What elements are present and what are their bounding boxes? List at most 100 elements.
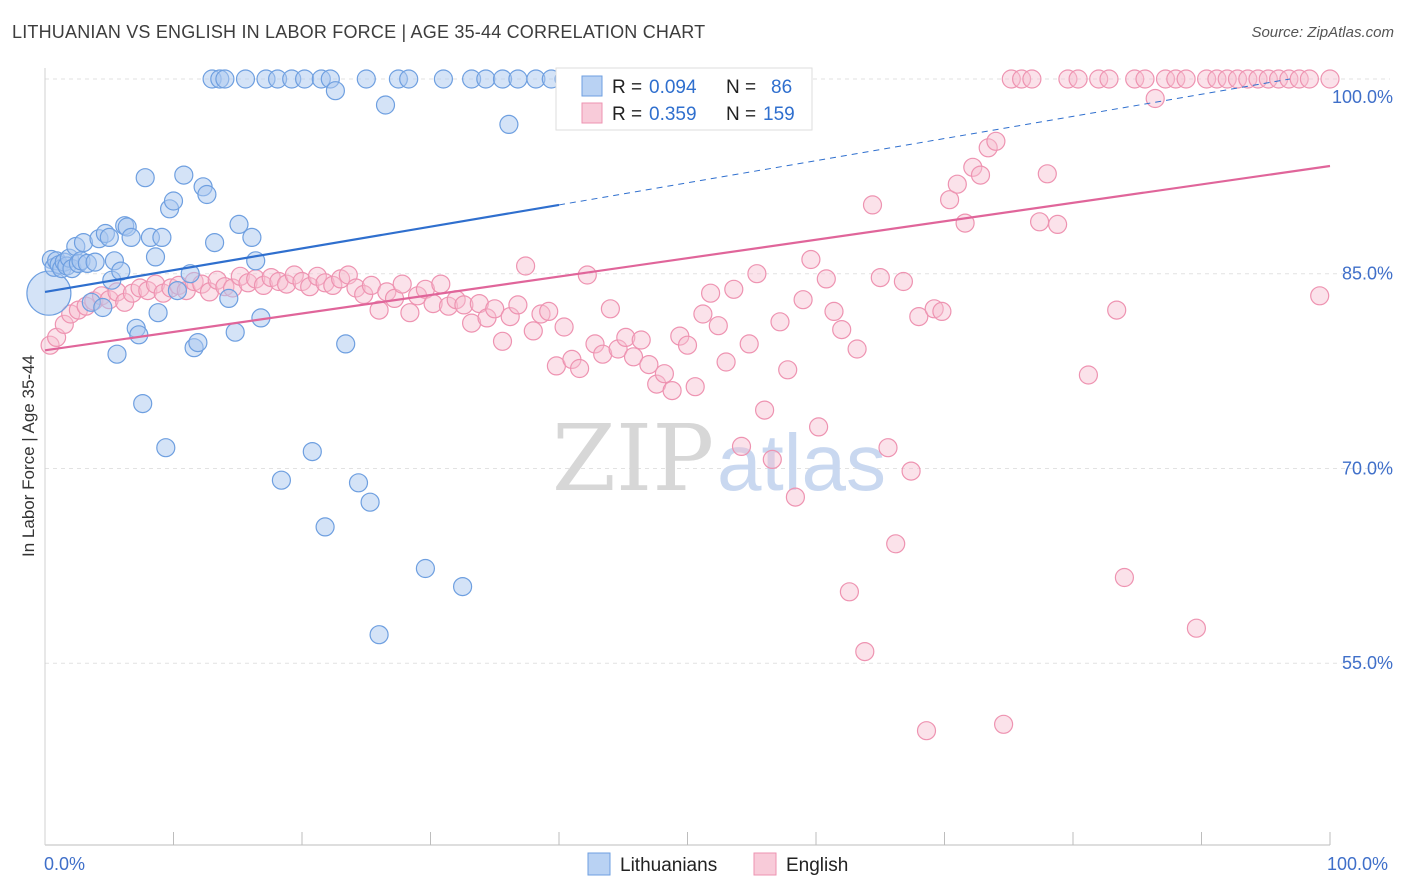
y-axis-label: In Labor Force | Age 35-44: [19, 355, 38, 557]
legend-n-label-lithuanians: N =: [726, 77, 756, 98]
lithuanian-point: [135, 168, 155, 188]
english-point: [531, 304, 551, 324]
watermark-atlas: atlas: [717, 418, 886, 507]
lithuanian-point: [356, 69, 376, 89]
lithuanian-point: [295, 69, 315, 89]
english-point: [739, 334, 759, 354]
lithuanian-point: [302, 442, 322, 462]
english-point: [492, 331, 513, 351]
x-axis: [44, 832, 1331, 846]
y-tick-label: 85.0%: [1342, 264, 1393, 284]
english-point: [1047, 214, 1068, 234]
lithuanian-point: [360, 492, 380, 512]
bottom-legend-label-english: English: [786, 855, 848, 876]
lithuanian-point: [152, 227, 172, 247]
english-point: [909, 307, 929, 327]
english-point: [569, 358, 590, 379]
english-point: [454, 295, 474, 315]
english-point: [770, 312, 790, 332]
english-point: [1029, 212, 1050, 232]
english-point: [793, 290, 813, 310]
english-point: [862, 195, 883, 215]
english-point: [623, 347, 644, 367]
watermark: ZIP atlas: [552, 405, 886, 512]
x-tick-label-min: 0.0%: [44, 854, 85, 874]
english-point: [685, 377, 705, 397]
english-point: [554, 317, 574, 337]
english-point: [1135, 69, 1155, 89]
english-point: [300, 277, 320, 297]
lithuanian-point: [315, 517, 335, 537]
english-point: [1107, 300, 1127, 320]
english-point: [1289, 69, 1309, 89]
legend-series: Lithuanians English: [587, 852, 848, 876]
english-point: [731, 436, 752, 456]
legend-swatch-lithuanians: [581, 75, 603, 97]
english-point: [724, 279, 744, 299]
english-point: [839, 582, 860, 602]
legend-r-label-lithuanians: R =: [612, 77, 642, 98]
english-point: [54, 314, 74, 334]
english-point: [616, 327, 636, 347]
lithuanian-point: [215, 69, 235, 89]
english-point: [916, 721, 937, 741]
english-point: [963, 157, 983, 177]
lithuanian-point: [499, 114, 519, 135]
lithuanian-point: [399, 69, 419, 89]
english-point: [1186, 618, 1207, 638]
bottom-legend-swatch-english: [753, 852, 777, 876]
english-point: [947, 174, 967, 194]
english-point: [1114, 567, 1135, 588]
english-point: [207, 270, 227, 290]
lithuanian-point: [235, 69, 256, 89]
lithuanian-point: [508, 69, 528, 89]
lithuanian-point: [93, 297, 113, 318]
english-point: [677, 335, 698, 355]
english-point: [199, 282, 220, 302]
english-point: [523, 321, 543, 341]
watermark-zip: ZIP: [552, 405, 714, 512]
lithuanian-point: [148, 303, 168, 323]
english-point: [747, 264, 767, 284]
english-point: [508, 295, 528, 315]
english-point: [662, 381, 682, 401]
legend-r-value-lithuanians: 0.094: [649, 77, 697, 98]
english-point: [1058, 69, 1078, 89]
english-point: [824, 301, 844, 321]
lithuanian-point: [133, 394, 153, 414]
english-point: [654, 364, 675, 384]
english-point: [1089, 69, 1109, 89]
chart-source: Source: ZipAtlas.com: [1251, 24, 1394, 41]
english-point: [1207, 69, 1227, 89]
legend-stats: R = 0.094 N = 86 R = 0.359 N = 159: [555, 67, 813, 131]
lithuanian-point: [145, 247, 166, 267]
english-point: [785, 487, 806, 507]
english-point: [539, 301, 559, 321]
english-point: [808, 417, 829, 437]
english-point: [1125, 69, 1145, 89]
english-point: [870, 268, 890, 288]
english-point: [284, 265, 304, 285]
english-point: [438, 296, 459, 316]
english-point: [1196, 69, 1217, 89]
english-point: [1238, 69, 1258, 89]
english-point: [986, 131, 1006, 151]
lithuanian-point: [163, 191, 184, 211]
english-point: [939, 190, 960, 210]
chart-title: LITHUANIAN VS ENGLISH IN LABOR FORCE | A…: [12, 22, 706, 42]
lithuanian-point: [205, 233, 225, 253]
english-point: [323, 275, 343, 295]
english-point: [1155, 69, 1176, 89]
lithuanian-point: [348, 473, 369, 493]
english-point: [754, 400, 775, 420]
english-point: [608, 339, 628, 359]
english-point: [1310, 286, 1330, 306]
lithuanian-trend-line: [44, 203, 560, 294]
english-point: [832, 320, 852, 340]
english-point: [346, 278, 366, 298]
english-point: [500, 307, 520, 327]
lithuanian-point: [99, 227, 119, 247]
lithuanian-point: [242, 227, 262, 247]
english-point: [462, 313, 482, 333]
